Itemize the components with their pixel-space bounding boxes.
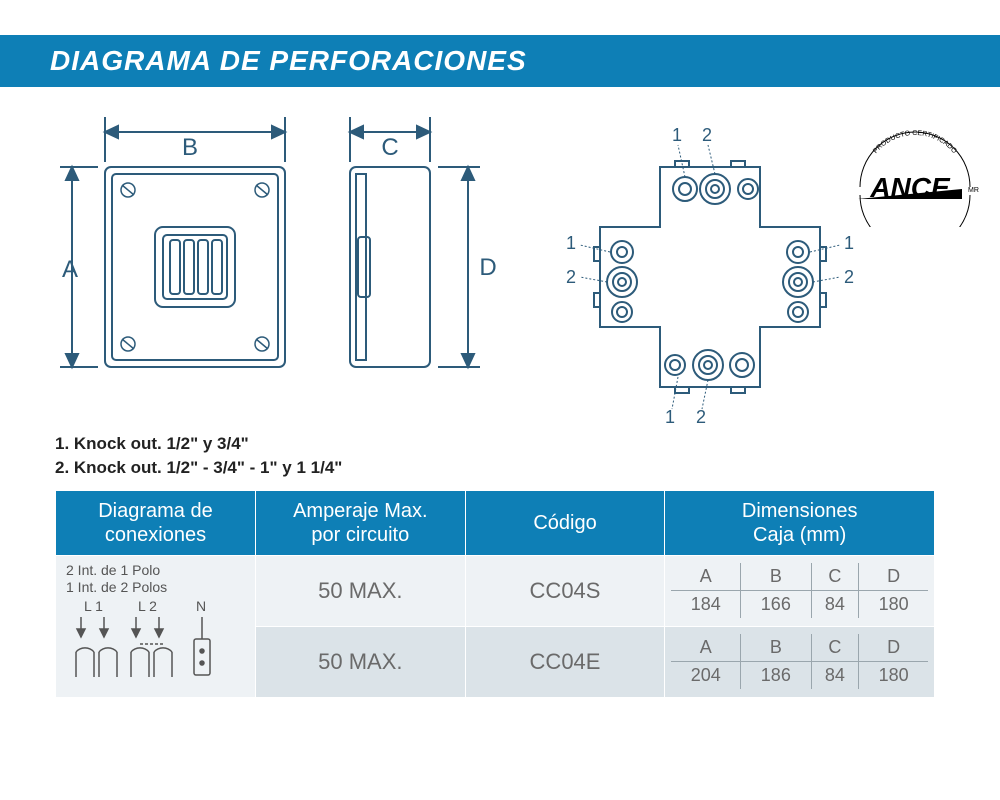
note-2: 2. Knock out. 1/2" - 3/4" - 1" y 1 1/4"	[55, 456, 1000, 480]
dim-cell: AB CD 184166 84180	[665, 555, 935, 626]
svg-text:N: N	[196, 598, 206, 614]
svg-text:B: B	[182, 134, 198, 161]
page-title: DIAGRAMA DE PERFORACIONES	[0, 35, 1000, 87]
amp-cell: 50 MAX.	[255, 555, 465, 626]
code-cell: CC04S	[465, 555, 665, 626]
svg-text:C: C	[381, 134, 398, 161]
svg-text:D: D	[479, 254, 496, 281]
th-dim: DimensionesCaja (mm)	[665, 490, 935, 555]
svg-text:2: 2	[702, 127, 712, 145]
dim-cell: AB CD 204186 84180	[665, 626, 935, 697]
diagrams-area: PRODUCTO CERTIFICADO CERTIFIED PRODUCT A…	[0, 107, 1000, 427]
connection-schematic: L 1 L 2 N	[66, 597, 236, 687]
front-view-diagram: B A	[50, 107, 310, 407]
svg-text:A: A	[62, 256, 78, 283]
svg-text:2: 2	[566, 267, 576, 287]
code-cell: CC04E	[465, 626, 665, 697]
svg-text:L 2: L 2	[138, 598, 157, 614]
th-code: Código	[465, 490, 665, 555]
svg-text:2: 2	[844, 267, 854, 287]
th-amp: Amperaje Max.por circuito	[255, 490, 465, 555]
amp-cell: 50 MAX.	[255, 626, 465, 697]
svg-text:L 1: L 1	[84, 598, 103, 614]
connection-diagram-cell: 2 Int. de 1 Polo 1 Int. de 2 Polos L 1 L…	[56, 555, 256, 698]
svg-text:1: 1	[672, 127, 682, 145]
side-view-diagram: C D	[330, 107, 510, 407]
svg-text:1: 1	[665, 407, 675, 427]
svg-text:2: 2	[696, 407, 706, 427]
knockout-notes: 1. Knock out. 1/2" y 3/4" 2. Knock out. …	[55, 432, 1000, 480]
table-row: 2 Int. de 1 Polo 1 Int. de 2 Polos L 1 L…	[56, 555, 935, 626]
svg-text:1: 1	[844, 233, 854, 253]
knockout-diagram: 1 2 1 2 1 2 1 2	[550, 127, 870, 427]
svg-text:MR: MR	[968, 187, 979, 194]
svg-text:1: 1	[566, 233, 576, 253]
svg-text:PRODUCTO CERTIFICADO: PRODUCTO CERTIFICADO	[872, 130, 958, 155]
th-diagram: Diagrama deconexiones	[56, 490, 256, 555]
note-1: 1. Knock out. 1/2" y 3/4"	[55, 432, 1000, 456]
spec-table: Diagrama deconexiones Amperaje Max.por c…	[55, 490, 935, 699]
